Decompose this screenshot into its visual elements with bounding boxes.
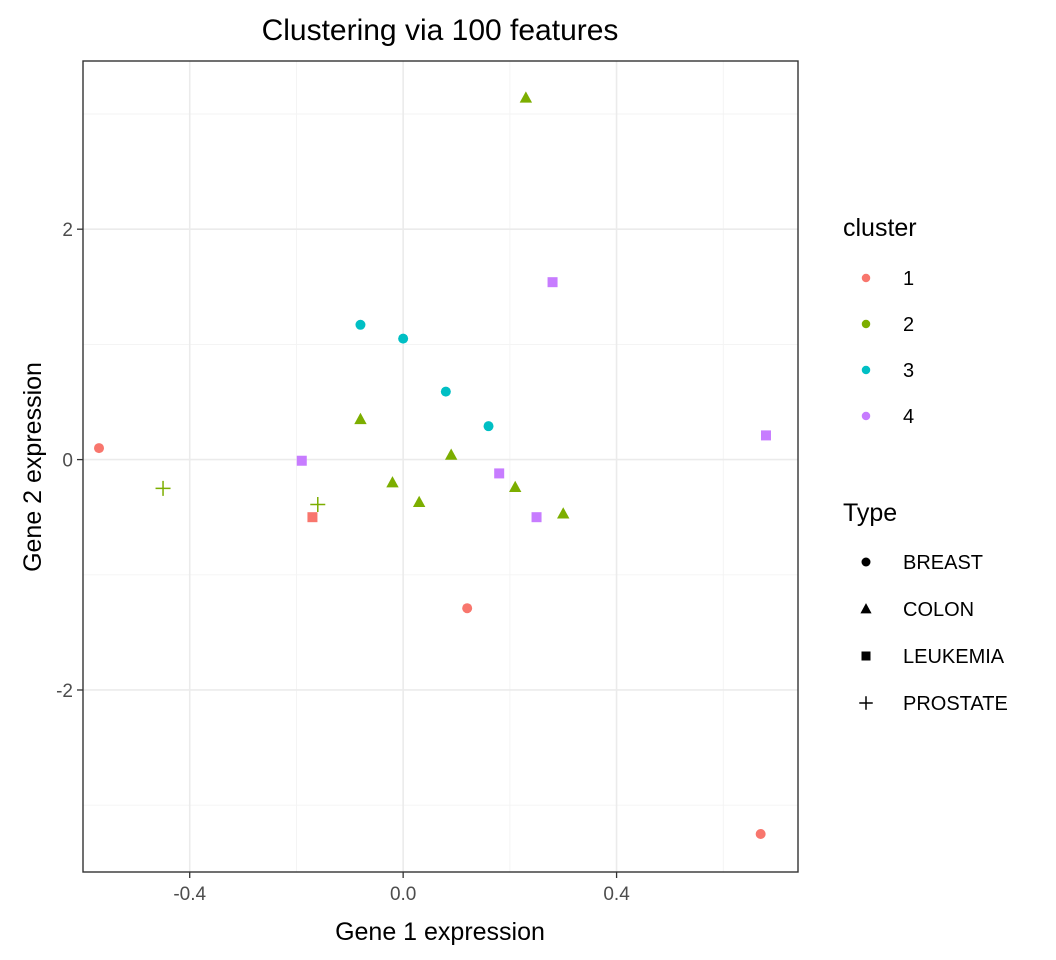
type-legend-label: PROSTATE xyxy=(903,693,1008,715)
chart-title: Clustering via 100 features xyxy=(262,14,619,47)
cluster-legend-label: 2 xyxy=(903,314,914,336)
data-point xyxy=(355,319,366,330)
data-point xyxy=(296,455,307,466)
x-tick-label: 0.4 xyxy=(603,884,630,905)
cluster-legend-key xyxy=(861,365,871,375)
data-point xyxy=(760,430,771,441)
data-point xyxy=(155,480,171,496)
data-point xyxy=(547,277,558,288)
plot-panel-border xyxy=(82,60,799,873)
x-tick-label: 0.0 xyxy=(390,884,416,905)
data-point xyxy=(483,421,494,432)
x-tick-label: -0.4 xyxy=(173,884,206,905)
type-legend: Type BREAST COLON LEUKEMIA PROSTATE xyxy=(843,499,1008,715)
cluster-legend-key xyxy=(861,319,871,329)
data-point xyxy=(462,603,473,614)
type-legend-key xyxy=(860,603,872,614)
type-legend-label: LEUKEMIA xyxy=(903,646,1005,668)
cluster-legend-title: cluster xyxy=(843,214,917,242)
data-point xyxy=(509,480,522,493)
data-point xyxy=(440,386,451,397)
y-axis-title: Gene 2 expression xyxy=(19,362,47,572)
data-point xyxy=(444,448,458,460)
data-point xyxy=(386,476,399,488)
data-point xyxy=(354,412,367,425)
type-legend-key xyxy=(861,651,871,661)
data-point xyxy=(307,512,318,523)
data-point xyxy=(398,333,409,344)
x-axis-title: Gene 1 expression xyxy=(335,918,545,946)
data-points xyxy=(94,91,771,839)
data-point xyxy=(519,91,533,103)
type-legend-key xyxy=(859,696,873,710)
cluster-legend-key xyxy=(861,273,871,283)
type-legend-key xyxy=(861,557,871,567)
data-point xyxy=(755,828,766,839)
type-legend-title: Type xyxy=(843,499,897,527)
cluster-legend-label: 4 xyxy=(903,406,914,428)
plot-grid xyxy=(83,61,798,872)
y-tick-label: 0 xyxy=(62,451,73,472)
data-point xyxy=(557,507,570,519)
type-legend-label: BREAST xyxy=(903,552,983,574)
cluster-legend-key xyxy=(861,411,871,421)
cluster-legend-label: 1 xyxy=(903,268,914,290)
axis-ticks: -0.4 0.0 0.4 -2 0 2 xyxy=(56,220,630,905)
type-legend-label: COLON xyxy=(903,599,974,621)
y-tick-label: -2 xyxy=(56,681,73,702)
data-point xyxy=(94,443,105,454)
data-point xyxy=(310,497,326,513)
data-point xyxy=(494,468,505,479)
cluster-legend-label: 3 xyxy=(903,360,914,382)
cluster-legend: cluster 1 2 3 4 xyxy=(843,214,917,428)
data-point xyxy=(531,512,542,523)
y-tick-label: 2 xyxy=(62,220,73,241)
data-point xyxy=(412,495,426,508)
